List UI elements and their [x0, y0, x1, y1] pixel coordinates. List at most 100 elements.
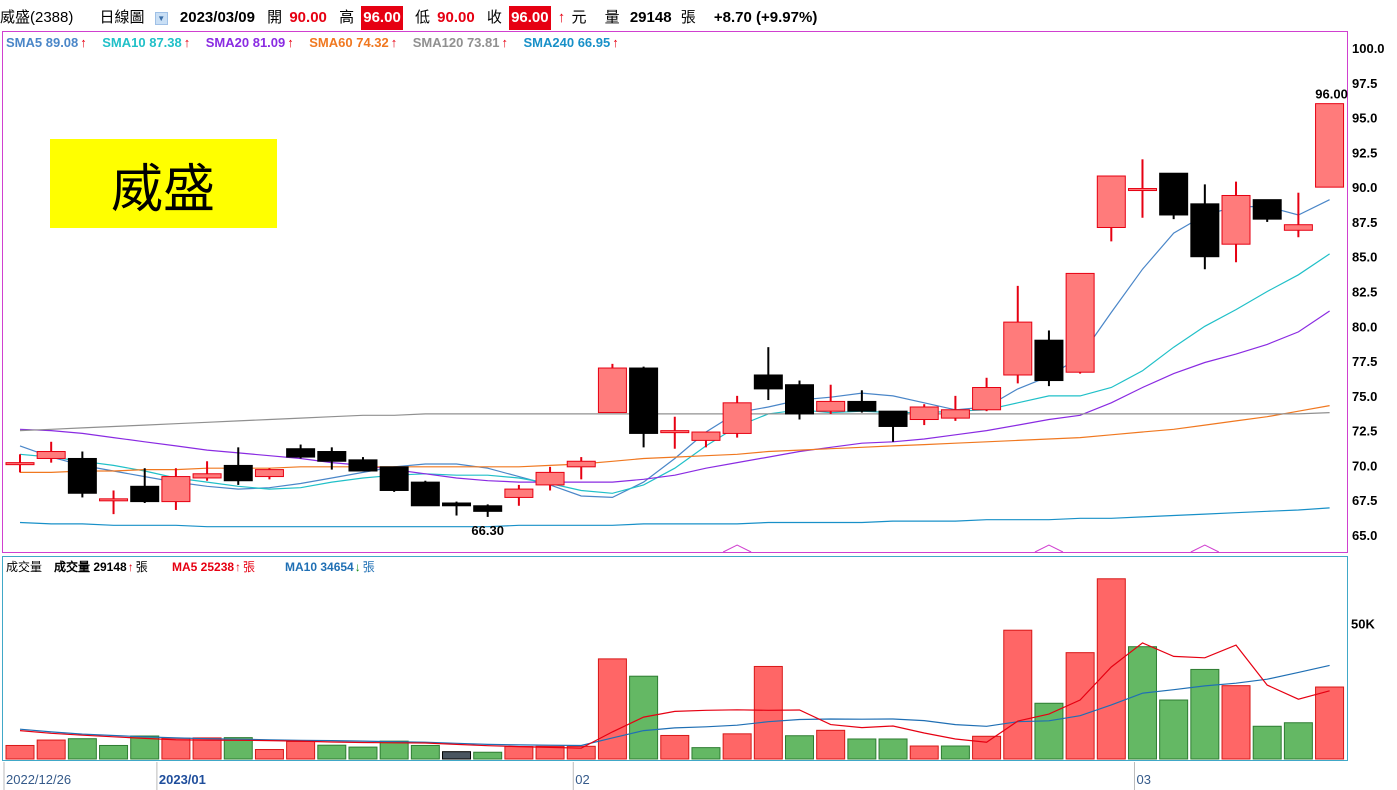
open-value: 90.00: [289, 9, 327, 26]
title-box-text: 威盛: [111, 160, 215, 220]
volume-bar: [1159, 699, 1189, 760]
dropdown-arrow-icon[interactable]: ▼: [154, 12, 168, 25]
volume-ma10-line: [19, 664, 1330, 747]
close-value: 96.00: [509, 6, 551, 30]
price-tick-label: 95.0: [1352, 111, 1377, 126]
stock-name[interactable]: 威盛(2388): [0, 9, 74, 26]
candle-body: [317, 451, 347, 462]
candle-body: [878, 410, 908, 427]
volume-ma5-line: [19, 642, 1330, 749]
volume-bar: [816, 729, 846, 760]
candle-body: [1252, 199, 1282, 220]
date-axis: 2022/12/26 2023/01 02 03: [3, 762, 1151, 790]
price-tick-label: 72.5: [1352, 424, 1377, 439]
candle-body: [1221, 194, 1251, 245]
up-arrow-icon: ↑: [80, 35, 87, 50]
candle-body: [99, 498, 129, 502]
ma-legend-label: SMA20 81.09: [206, 35, 286, 50]
volume-bar: [130, 735, 160, 760]
volume-bar: [1127, 646, 1157, 760]
volume-bar: [1252, 725, 1282, 760]
price-change: +8.70 (+9.97%): [713, 9, 818, 26]
volume-bar: [753, 665, 783, 760]
low-label: 低: [414, 9, 430, 26]
candle-body: [629, 367, 659, 434]
close-label: 收: [486, 9, 502, 26]
volume-legend-label: MA5 25238: [172, 560, 234, 574]
sma5-line: [19, 199, 1330, 499]
date-label: 2022/12/26: [6, 772, 71, 787]
up-arrow-icon: ↑: [184, 35, 191, 50]
marker-caret: [1190, 544, 1220, 553]
down-arrow-icon: ↓: [355, 560, 361, 574]
candle-body: [909, 406, 939, 421]
volume-bar: [1190, 668, 1220, 760]
volume-ma-lines: [19, 642, 1330, 749]
ma-legend-label: SMA10 87.38: [102, 35, 182, 50]
volume-tick-label: 50K: [1351, 617, 1375, 632]
candles: [5, 103, 1345, 517]
volume-bar: [691, 747, 721, 760]
price-tick-label: 87.5: [1352, 215, 1377, 230]
chart-type-label: 日線圖: [99, 9, 145, 26]
volume-bar: [597, 658, 627, 760]
volume-bar: [379, 740, 409, 760]
volume-legend-label: MA10 34654: [285, 560, 354, 574]
volume-bar: [473, 751, 503, 760]
price-tick-label: 90.0: [1352, 180, 1377, 195]
high-value: 96.00: [361, 6, 403, 30]
candle-body: [286, 448, 316, 458]
candle-body: [972, 387, 1002, 411]
volume-bar: [878, 738, 908, 760]
candle-body: [223, 464, 253, 482]
ma-legend-label: SMA60 74.32: [309, 35, 389, 50]
volume-value: 29148: [629, 9, 672, 26]
candle-body: [722, 402, 752, 434]
volume-unit-label: 張: [363, 560, 375, 574]
volume-bar: [722, 733, 752, 760]
up-arrow-icon: ↑: [391, 35, 398, 50]
candle-body: [753, 374, 783, 390]
volume-bar: [161, 737, 191, 760]
candle-body: [535, 471, 565, 486]
volume-bars: [5, 578, 1345, 760]
ma-legend: SMA5 89.08 ↑ SMA10 87.38 ↑ SMA20 81.09 ↑ SMA60…: [6, 35, 619, 50]
candle-body: [36, 451, 66, 459]
volume-unit-label: 張: [136, 560, 148, 574]
quote-date: 2023/03/09: [179, 9, 255, 26]
sma120-line: [19, 412, 1330, 432]
candle-body: [566, 460, 596, 468]
candle-body: [130, 485, 160, 503]
candle-body: [1034, 339, 1064, 382]
price-tick-label: 92.5: [1352, 145, 1377, 160]
volume-bar: [223, 737, 253, 760]
title-box: [50, 139, 277, 228]
ma-legend-label: SMA120 73.81: [413, 35, 500, 50]
up-arrow-icon: ↑: [557, 9, 566, 26]
high-label: 高: [339, 9, 355, 26]
sma10-line: [19, 253, 1330, 494]
date-label: 2023/01: [159, 772, 206, 787]
low-value: 90.00: [437, 9, 475, 26]
candle-body: [1096, 175, 1126, 228]
candle-body: [940, 409, 970, 419]
candle-body: [597, 367, 627, 414]
price-axis: 100.0 97.5 95.0 92.5 90.0 87.5 85.0 82.5 80.0 77.…: [1352, 41, 1385, 543]
candle-body: [816, 400, 846, 412]
volume-bar: [504, 746, 534, 760]
volume-bar: [1283, 722, 1313, 760]
candle-body: [473, 505, 503, 512]
volume-bar: [410, 744, 440, 760]
volume-bar: [566, 745, 596, 760]
ma-legend-label: SMA240 66.95: [524, 35, 611, 50]
price-unit: 元: [571, 9, 587, 26]
candle-body: [1127, 188, 1157, 192]
marker-caret: [1034, 544, 1064, 553]
candle-body: [1159, 172, 1189, 216]
volume-bar: [286, 740, 316, 760]
price-annotations: 96.00 66.30: [471, 87, 1348, 553]
up-arrow-icon: ↑: [502, 35, 509, 50]
volume-bar: [785, 735, 814, 760]
candle-body: [161, 476, 191, 503]
